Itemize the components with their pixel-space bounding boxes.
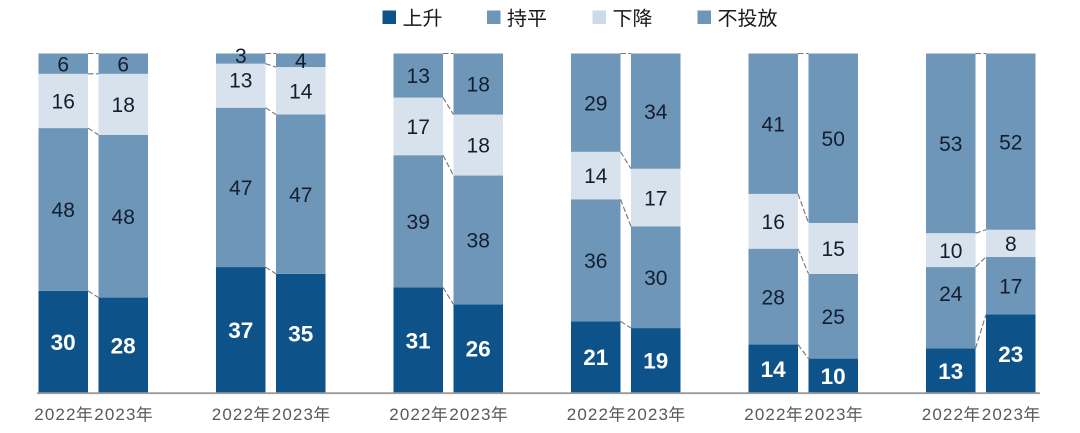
- svg-text:14: 14: [761, 357, 787, 382]
- svg-text:31: 31: [406, 328, 431, 353]
- svg-text:18: 18: [467, 135, 490, 158]
- svg-text:2022: 2022: [744, 405, 786, 424]
- svg-text:2023: 2023: [449, 405, 491, 424]
- svg-text:10: 10: [939, 240, 962, 263]
- svg-text:16: 16: [52, 91, 75, 114]
- svg-text:36: 36: [584, 250, 607, 273]
- svg-text:28: 28: [111, 333, 136, 358]
- svg-text:39: 39: [407, 211, 430, 234]
- svg-text:47: 47: [229, 177, 252, 200]
- svg-text:19: 19: [643, 349, 668, 374]
- svg-text:24: 24: [939, 283, 963, 306]
- svg-text:53: 53: [939, 133, 962, 156]
- svg-text:2023: 2023: [982, 405, 1024, 424]
- svg-text:52: 52: [999, 131, 1022, 154]
- svg-text:18: 18: [467, 74, 490, 97]
- svg-text:2022: 2022: [212, 405, 254, 424]
- svg-text:30: 30: [51, 330, 76, 355]
- svg-text:17: 17: [999, 275, 1022, 298]
- svg-text:2022: 2022: [34, 405, 76, 424]
- svg-text:25: 25: [822, 306, 845, 329]
- svg-text:3: 3: [235, 45, 247, 68]
- svg-text:14: 14: [289, 81, 313, 104]
- svg-text:10: 10: [821, 364, 846, 389]
- svg-text:2023: 2023: [94, 405, 136, 424]
- svg-text:21: 21: [583, 345, 608, 370]
- svg-text:13: 13: [938, 359, 963, 384]
- svg-text:8: 8: [1005, 233, 1017, 256]
- svg-text:2023: 2023: [272, 405, 314, 424]
- svg-text:17: 17: [644, 187, 667, 210]
- svg-text:41: 41: [762, 113, 785, 136]
- svg-text:4: 4: [295, 50, 307, 73]
- svg-text:34: 34: [644, 101, 668, 124]
- svg-text:6: 6: [117, 53, 129, 76]
- svg-text:35: 35: [288, 322, 313, 347]
- svg-text:47: 47: [289, 184, 312, 207]
- svg-text:48: 48: [112, 206, 135, 229]
- svg-text:15: 15: [822, 238, 845, 261]
- svg-text:2022: 2022: [389, 405, 431, 424]
- svg-text:23: 23: [998, 342, 1023, 367]
- svg-text:2022: 2022: [922, 405, 964, 424]
- svg-text:13: 13: [229, 69, 252, 92]
- svg-text:48: 48: [52, 199, 75, 222]
- svg-text:30: 30: [644, 267, 667, 290]
- svg-text:2023: 2023: [804, 405, 846, 424]
- svg-text:38: 38: [467, 230, 490, 253]
- svg-text:6: 6: [57, 53, 69, 76]
- svg-text:14: 14: [584, 165, 608, 188]
- svg-text:16: 16: [762, 211, 785, 234]
- svg-text:13: 13: [407, 65, 430, 88]
- svg-text:26: 26: [466, 337, 491, 362]
- svg-text:2023: 2023: [627, 405, 669, 424]
- svg-text:18: 18: [112, 94, 135, 117]
- svg-text:28: 28: [762, 286, 785, 309]
- svg-text:2022: 2022: [567, 405, 609, 424]
- svg-text:37: 37: [228, 318, 253, 343]
- svg-text:29: 29: [584, 92, 607, 115]
- svg-text:50: 50: [822, 128, 845, 151]
- svg-text:17: 17: [407, 116, 430, 139]
